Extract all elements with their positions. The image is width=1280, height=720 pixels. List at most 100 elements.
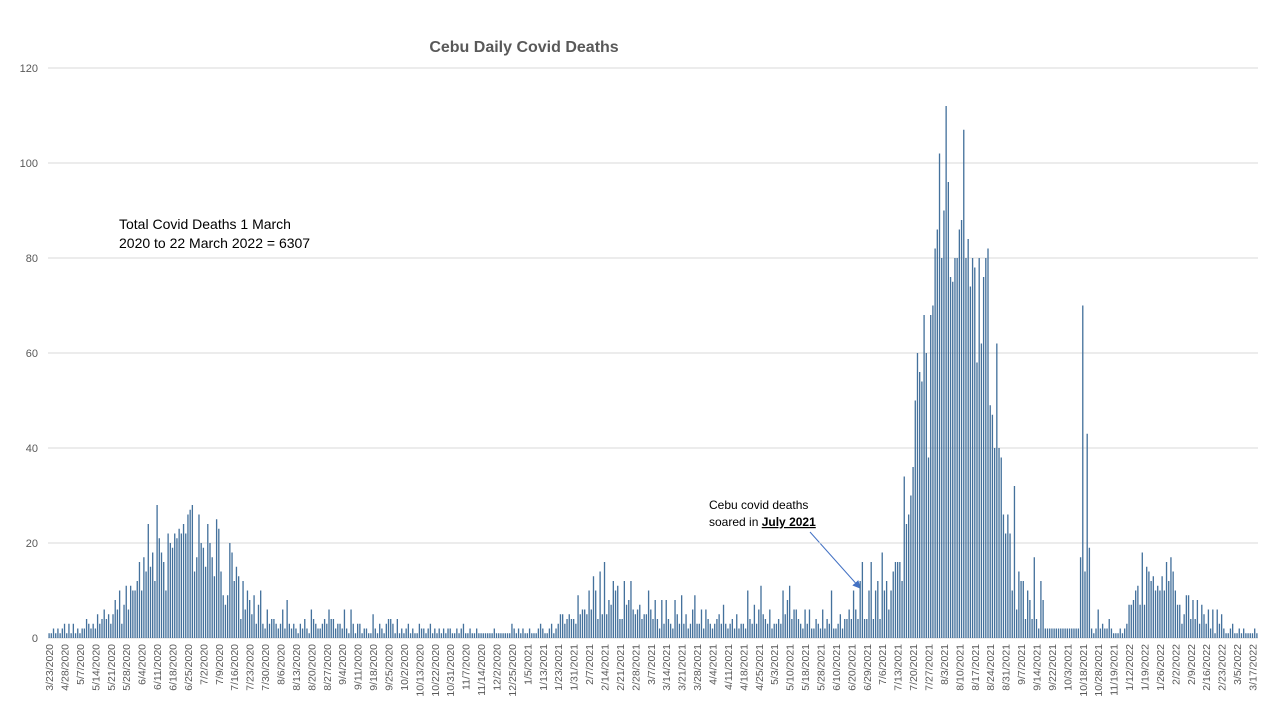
x-tick-label: 6/18/2020 — [168, 644, 180, 691]
x-tick-label: 11/19/2021 — [1109, 644, 1121, 696]
bar — [597, 619, 599, 638]
x-tick-label: 3/5/2022 — [1232, 644, 1244, 685]
bar — [149, 566, 152, 638]
x-tick-label: 2/21/2021 — [615, 644, 627, 691]
bar — [899, 562, 901, 638]
x-tick-label: 8/31/2021 — [1001, 644, 1013, 691]
bar — [163, 562, 165, 638]
bar — [249, 600, 251, 638]
bar — [176, 538, 178, 638]
x-tick-label: 9/18/2020 — [368, 644, 380, 691]
bar — [1038, 628, 1040, 638]
bar — [1000, 457, 1002, 638]
x-tick-label: 10/18/2021 — [1078, 644, 1090, 697]
bar — [447, 628, 449, 638]
bar — [1020, 581, 1022, 638]
bar — [572, 619, 575, 638]
bar — [1117, 633, 1119, 638]
bar — [581, 609, 584, 638]
bar — [652, 619, 654, 638]
bar — [242, 581, 244, 638]
x-tick-label: 7/23/2020 — [245, 644, 257, 691]
bar — [870, 562, 872, 638]
bar — [118, 590, 121, 638]
bar — [1247, 633, 1249, 638]
bar — [639, 604, 641, 638]
bar — [537, 628, 540, 638]
bar — [1007, 514, 1009, 638]
bar — [1112, 633, 1115, 638]
bar — [277, 628, 279, 638]
bar — [451, 633, 454, 638]
bar — [969, 286, 972, 638]
bar — [154, 581, 156, 638]
bar — [978, 258, 980, 638]
bar — [806, 623, 808, 638]
bar — [1172, 571, 1174, 638]
bar — [169, 543, 171, 638]
y-tick-label: 80 — [26, 253, 38, 265]
bar — [685, 614, 687, 638]
bar — [881, 552, 883, 638]
bar — [72, 623, 75, 638]
bar — [1243, 628, 1245, 638]
bar — [584, 609, 586, 638]
bar — [822, 609, 824, 638]
x-tick-label: 2/23/2022 — [1217, 644, 1229, 691]
bar — [434, 628, 436, 638]
bar — [423, 628, 425, 638]
bar — [471, 633, 473, 638]
bar — [171, 547, 174, 638]
bar — [110, 623, 112, 638]
bar — [815, 619, 817, 638]
bar — [405, 628, 407, 638]
bar — [850, 619, 853, 638]
bar — [1013, 486, 1016, 638]
bar — [418, 623, 421, 638]
bar — [738, 628, 740, 638]
bar — [284, 628, 286, 638]
x-tick-label: 1/12/2022 — [1124, 644, 1136, 691]
bar — [1022, 581, 1024, 638]
bar — [370, 633, 372, 638]
bar — [908, 514, 910, 638]
bar — [557, 623, 559, 638]
bar — [553, 633, 555, 638]
bar — [813, 628, 815, 638]
bar — [467, 633, 469, 638]
bar — [564, 623, 566, 638]
bar — [1234, 633, 1236, 638]
bar — [425, 633, 427, 638]
bar — [94, 628, 97, 638]
bar — [947, 182, 949, 638]
bar — [79, 633, 81, 638]
bar — [209, 543, 211, 638]
bar — [760, 585, 762, 638]
bar — [960, 220, 963, 638]
bar — [1179, 604, 1181, 638]
x-tick-label: 4/25/2021 — [754, 644, 766, 691]
bar — [255, 623, 257, 638]
bar — [218, 528, 220, 638]
bar — [936, 229, 938, 638]
bar — [180, 533, 183, 638]
bar — [189, 509, 191, 638]
bar — [919, 372, 921, 638]
x-tick-label: 9/14/2021 — [1031, 644, 1043, 691]
bar — [1106, 628, 1108, 638]
x-tick-label: 6/4/2020 — [137, 644, 149, 685]
bar — [266, 609, 268, 638]
x-tick-label: 10/22/2020 — [430, 644, 442, 697]
bar — [1049, 628, 1051, 638]
bar — [949, 277, 952, 638]
x-tick-label: 8/13/2020 — [291, 644, 303, 691]
bar — [323, 619, 326, 638]
bar — [714, 623, 716, 638]
bar — [777, 619, 780, 638]
bar — [839, 614, 842, 638]
bar — [1075, 628, 1077, 638]
bar — [874, 590, 877, 638]
bar — [1009, 533, 1011, 638]
bar — [1051, 628, 1053, 638]
bar — [588, 590, 590, 638]
